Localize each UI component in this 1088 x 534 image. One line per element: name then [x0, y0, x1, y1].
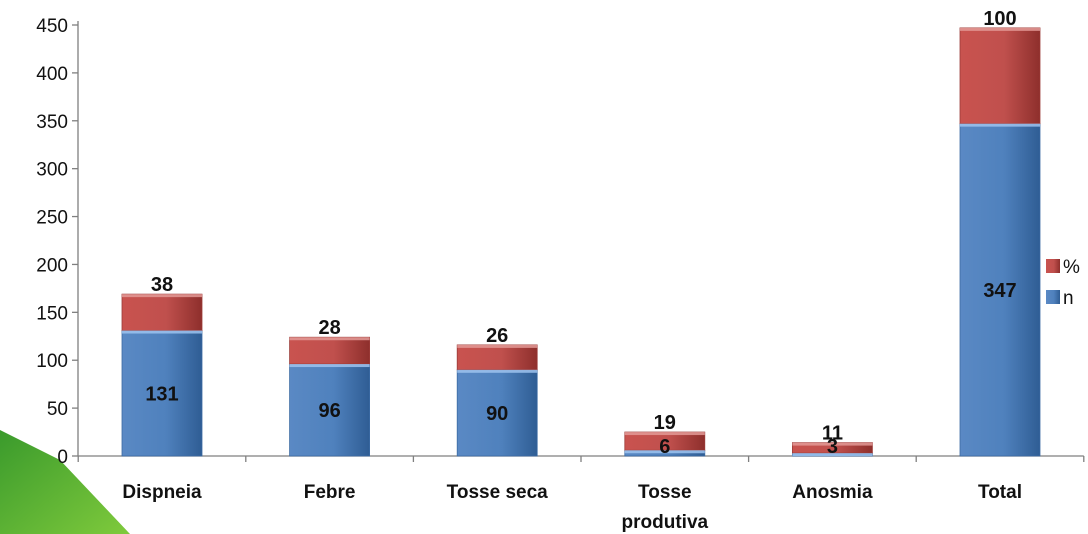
data-label-pct: 38: [151, 274, 173, 296]
legend-label: n: [1063, 288, 1074, 309]
x-category-label: produtiva: [622, 512, 709, 533]
data-label-pct: 19: [654, 412, 676, 434]
y-tick-label: 400: [36, 64, 68, 85]
decorative-green-shape: [0, 430, 130, 534]
y-tick-label: 350: [36, 112, 68, 133]
data-label-pct: 28: [318, 317, 340, 339]
data-label-pct: 11: [822, 423, 843, 445]
legend: %n: [1046, 257, 1080, 309]
x-category-label: Tosse: [638, 482, 692, 503]
y-tick-label: 200: [36, 255, 68, 276]
x-category-label: Tosse seca: [447, 482, 548, 503]
bar-n: [289, 363, 371, 457]
data-labels: 131 38 96 28 90 26 619 311 347 100: [145, 8, 1016, 458]
bar-pct-highlight: [624, 432, 705, 436]
bar-pct: [959, 27, 1041, 125]
legend-label: %: [1063, 257, 1080, 278]
bar-n-highlight: [960, 123, 1040, 127]
data-label-n: 6: [659, 436, 670, 458]
data-label-n: 131: [145, 383, 178, 405]
bar-pct-highlight: [289, 337, 370, 341]
bar-n-highlight: [792, 453, 873, 456]
y-tick-label: 450: [36, 16, 68, 37]
data-label-pct: 26: [486, 325, 508, 347]
x-category-label: Anosmia: [792, 482, 873, 503]
legend-entry-pct: %: [1046, 257, 1080, 278]
bar-n-highlight: [457, 369, 538, 373]
x-category-label: Dispneia: [122, 482, 202, 503]
y-tick-label: 0: [57, 447, 68, 468]
y-tick-label: 300: [36, 160, 68, 181]
bar-n: [456, 369, 538, 457]
bar-pct: [456, 344, 538, 371]
y-tick-label: 150: [36, 303, 68, 324]
y-tick-label: 50: [47, 399, 68, 420]
bar-n: [959, 123, 1041, 457]
data-label-pct: 100: [983, 8, 1016, 30]
bar-n-highlight: [122, 330, 202, 334]
data-label-n: 96: [318, 400, 340, 422]
y-tick-label: 100: [36, 351, 68, 372]
data-label-n: 3: [827, 436, 838, 458]
legend-swatch: [1046, 290, 1060, 304]
bar-pct-highlight: [960, 27, 1040, 31]
legend-swatch: [1046, 259, 1060, 273]
x-category-label: Total: [978, 482, 1022, 503]
y-axis: 0 50 100 150 200 250 300 350 400 450: [36, 16, 79, 468]
bar-n-highlight: [289, 364, 370, 368]
bar-pct-highlight: [457, 344, 538, 348]
bar-pct: [289, 336, 371, 365]
x-category-label: Febre: [304, 482, 356, 503]
bars: [121, 27, 1041, 457]
bar-pct-highlight: [122, 294, 202, 298]
bar-n-highlight: [624, 450, 705, 454]
bar-pct: [121, 293, 203, 331]
data-label-n: 90: [486, 403, 508, 425]
legend-entry-n: n: [1046, 288, 1074, 309]
data-label-n: 347: [983, 280, 1016, 302]
bar-pct-highlight: [792, 442, 873, 446]
x-axis: Dispneia Febre Tosse seca Tosse produtiva Ano…: [77, 455, 1085, 533]
y-tick-label: 250: [36, 208, 68, 229]
